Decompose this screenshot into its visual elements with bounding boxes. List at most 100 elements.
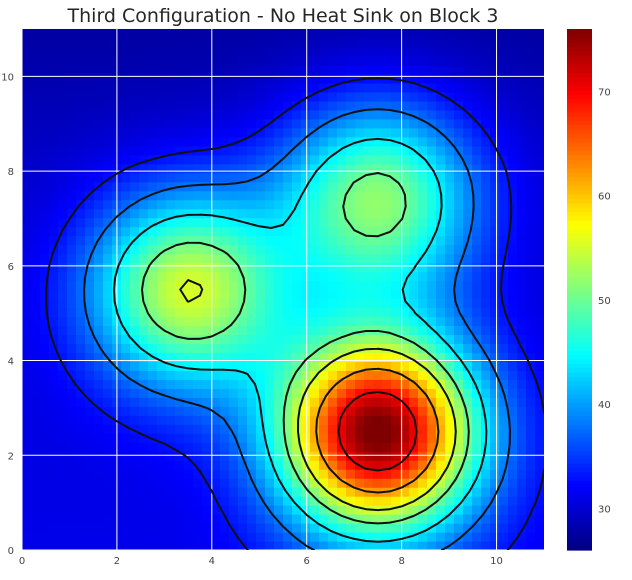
heatmap-cell	[220, 29, 230, 39]
heatmap-cell	[364, 271, 374, 282]
heatmap-cell	[193, 46, 203, 57]
heatmap-cell	[265, 379, 275, 389]
heatmap-cell	[328, 172, 338, 183]
heatmap-cell	[22, 487, 32, 497]
heatmap-cell	[301, 217, 311, 228]
heatmap-cell	[472, 235, 482, 246]
heatmap-cell	[202, 55, 212, 66]
heatmap-cell	[67, 91, 77, 102]
heatmap-cell	[364, 460, 374, 470]
contour-line	[179, 279, 457, 512]
heatmap-cell	[193, 343, 203, 353]
heatmap-cell	[130, 118, 140, 129]
heatmap-cell	[301, 424, 311, 434]
heatmap-cell	[517, 163, 527, 174]
heatmap-cell	[310, 379, 320, 389]
heatmap-cell	[175, 478, 185, 488]
heatmap-cell	[94, 73, 104, 84]
heatmap-cell	[31, 514, 41, 524]
heatmap-cell	[346, 55, 356, 66]
heatmap-cell	[220, 433, 230, 443]
heatmap-cell	[148, 145, 158, 156]
heatmap-cell	[463, 262, 473, 273]
heatmap-cell	[175, 325, 185, 336]
heatmap-cell	[481, 208, 491, 219]
heatmap-cell	[508, 37, 518, 48]
heatmap-cell	[328, 433, 338, 443]
heatmap-cell	[337, 235, 347, 246]
heatmap-cell	[121, 334, 131, 344]
heatmap-cell	[157, 514, 167, 524]
heatmap-cell	[193, 532, 203, 542]
colorbar-segment	[567, 367, 592, 373]
heatmap-cell	[292, 370, 302, 380]
heatmap-cell	[301, 343, 311, 353]
heatmap-cell	[139, 487, 149, 497]
heatmap-cell	[148, 244, 158, 255]
heatmap-cell	[139, 163, 149, 174]
heatmap-cell	[103, 262, 113, 273]
heatmap-cell	[400, 433, 410, 443]
heatmap-cell	[427, 298, 437, 309]
heatmap-cell	[202, 379, 212, 389]
heatmap-cell	[94, 514, 104, 524]
heatmap-cell	[463, 298, 473, 309]
heatmap-cell	[76, 334, 86, 344]
heatmap-cell	[301, 271, 311, 282]
heatmap-cell	[193, 487, 203, 497]
heatmap-cell	[526, 289, 536, 300]
heatmap-cell	[283, 118, 293, 129]
heatmap-cell	[49, 496, 59, 506]
heatmap-cell	[130, 424, 140, 434]
heatmap-cell	[301, 415, 311, 425]
heatmap-cell	[310, 37, 320, 48]
heatmap-cell	[238, 523, 248, 533]
heatmap-cell	[94, 289, 104, 300]
heatmap-cell	[310, 55, 320, 66]
heatmap-cell	[166, 73, 176, 84]
heatmap-cell	[445, 352, 455, 362]
heatmap-cell	[274, 379, 284, 389]
heatmap-cell	[49, 226, 59, 237]
heatmap-cell	[517, 433, 527, 443]
heatmap-cell	[454, 523, 464, 533]
heatmap-cell	[445, 244, 455, 255]
heatmap-cell	[229, 199, 239, 210]
heatmap-cell	[355, 325, 365, 336]
heatmap-cell	[427, 379, 437, 389]
heatmap-cell	[193, 451, 203, 461]
heatmap-cell	[499, 127, 509, 138]
heatmap-cell	[409, 505, 419, 515]
heatmap-cell	[373, 145, 383, 156]
heatmap-cell	[508, 478, 518, 488]
heatmap-cell	[436, 280, 446, 291]
heatmap-cell	[283, 415, 293, 425]
heatmap-cell	[184, 316, 194, 327]
heatmap-cell	[418, 289, 428, 300]
heatmap-cell	[409, 253, 419, 264]
heatmap-cell	[184, 442, 194, 452]
heatmap-cell	[364, 469, 374, 479]
heatmap-cell	[22, 55, 32, 66]
heatmap-cell	[94, 37, 104, 48]
heatmap-cell	[508, 451, 518, 461]
heatmap-cell	[409, 73, 419, 84]
heatmap-cell	[283, 460, 293, 470]
heatmap-cell	[76, 118, 86, 129]
heatmap-cell	[526, 235, 536, 246]
heatmap-cell	[418, 334, 428, 344]
heatmap-cell	[499, 478, 509, 488]
heatmap-cell	[274, 370, 284, 380]
heatmap-cell	[418, 199, 428, 210]
heatmap-cell	[382, 289, 392, 300]
heatmap-cell	[193, 82, 203, 93]
heatmap-cell	[247, 433, 257, 443]
heatmap-cell	[121, 145, 131, 156]
heatmap-cell	[202, 91, 212, 102]
heatmap-cell	[319, 316, 329, 327]
heatmap-cell	[49, 460, 59, 470]
heatmap-cell	[346, 226, 356, 237]
heatmap-cell	[67, 172, 77, 183]
heatmap-cell	[472, 523, 482, 533]
heatmap-cell	[67, 64, 77, 75]
